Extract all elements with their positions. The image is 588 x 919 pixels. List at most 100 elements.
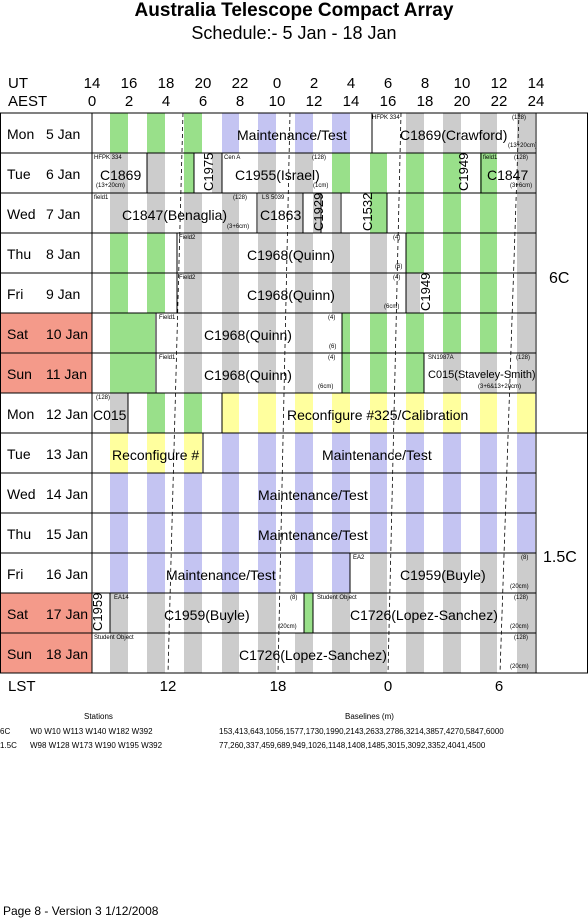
baselines-header: Baselines (m) xyxy=(345,712,394,721)
grey-time-stripe xyxy=(295,633,313,673)
grey-time-stripe xyxy=(517,593,535,633)
grey-time-stripe xyxy=(184,273,202,313)
grey-time-stripe xyxy=(258,353,276,393)
grey-time-stripe xyxy=(258,153,276,193)
blue-time-stripe xyxy=(406,473,424,513)
green-time-stripe xyxy=(480,273,497,313)
grey-time-stripe xyxy=(370,233,387,273)
blue-time-stripe xyxy=(110,553,128,593)
green-time-stripe xyxy=(480,153,497,193)
green-time-stripe xyxy=(370,153,387,193)
block-tag: Field1 xyxy=(159,315,176,321)
grey-time-stripe xyxy=(147,633,165,673)
green-time-stripe xyxy=(110,313,128,353)
day-name: Mon xyxy=(7,126,35,142)
day-name: Mon xyxy=(7,406,35,422)
block-project: C1726(Lopez-Sanchez) xyxy=(239,647,387,663)
block-num: (128) xyxy=(514,155,529,161)
block-reconfigure: Reconfigure #325/Calibration xyxy=(287,407,469,423)
grey-time-stripe xyxy=(517,153,535,193)
ut-tick-label: 14 xyxy=(83,75,101,92)
green-time-stripe xyxy=(443,233,461,273)
blue-time-stripe xyxy=(443,433,461,473)
stations-header: Stations xyxy=(84,712,113,721)
block-num: (128) xyxy=(514,635,529,641)
block-project: C1847(Benaglia) xyxy=(122,207,228,223)
block-tag: EA2 xyxy=(353,555,365,561)
grey-time-stripe xyxy=(406,113,424,153)
block-project: C1949 xyxy=(418,272,433,311)
green-time-stripe xyxy=(480,193,497,233)
grey-time-stripe xyxy=(184,353,202,393)
block-maintenance: Maintenance/Test xyxy=(258,487,368,503)
aest-tick-label: 4 xyxy=(161,93,171,110)
grey-time-stripe xyxy=(295,233,313,273)
block-band: (3+6&13+20cm) xyxy=(478,384,522,390)
blue-time-stripe xyxy=(258,113,276,153)
aest-tick-label: 14 xyxy=(342,93,360,110)
block-tag: HFPK 334 xyxy=(372,115,400,121)
grey-time-stripe xyxy=(480,633,497,673)
station-row-config: 6C xyxy=(0,727,11,736)
day-name: Tue xyxy=(7,166,31,182)
day-date: 14 Jan xyxy=(46,486,89,502)
green-time-stripe xyxy=(480,233,497,273)
weekend-day-cell xyxy=(1,313,92,353)
day-name: Fri xyxy=(7,286,24,302)
block-project: C1968(Quinn) xyxy=(247,287,335,303)
blue-time-stripe xyxy=(295,513,313,553)
green-time-stripe xyxy=(406,353,424,393)
grey-time-stripe xyxy=(480,553,497,593)
aest-tick-label: 10 xyxy=(268,93,286,110)
blue-time-stripe xyxy=(406,433,424,473)
grey-time-stripe xyxy=(406,553,424,593)
green-time-stripe xyxy=(147,393,165,433)
yellow-time-stripe xyxy=(480,393,497,433)
yellow-time-stripe xyxy=(443,393,461,433)
day-date: 12 Jan xyxy=(46,406,89,422)
day-name: Sun xyxy=(7,366,32,382)
green-time-stripe xyxy=(443,153,461,193)
grey-time-stripe xyxy=(295,193,303,233)
block-num: (128) xyxy=(516,355,531,361)
ut-axis-label: UT xyxy=(8,75,28,92)
grey-time-stripe xyxy=(184,233,202,273)
schedule-grid xyxy=(0,112,588,674)
aest-tick-label: 12 xyxy=(305,93,323,110)
block-project: C1968(Quinn) xyxy=(247,247,335,263)
blue-time-stripe xyxy=(147,553,165,593)
grey-time-stripe xyxy=(480,593,497,633)
blue-time-stripe xyxy=(258,433,276,473)
blue-time-stripe xyxy=(258,553,276,593)
blue-time-stripe xyxy=(222,473,239,513)
grey-time-stripe xyxy=(110,393,128,433)
grey-time-stripe xyxy=(258,313,276,353)
block-tag: Student Object xyxy=(94,635,134,641)
day-date: 10 Jan xyxy=(46,326,89,342)
grey-time-stripe xyxy=(110,153,128,193)
blue-time-stripe xyxy=(443,473,461,513)
ut-tick-label: 4 xyxy=(346,75,356,92)
grey-time-stripe xyxy=(184,313,202,353)
day-name: Wed xyxy=(7,206,36,222)
block-num: (4) xyxy=(393,235,401,241)
blue-time-stripe xyxy=(295,113,313,153)
block-band: (13+20cm) xyxy=(508,143,537,149)
grey-time-stripe xyxy=(295,273,313,313)
lst-tick-label: 6 xyxy=(494,678,504,695)
weekend-day-cell xyxy=(1,633,92,673)
green-time-stripe xyxy=(110,233,128,273)
day-date: 9 Jan xyxy=(46,286,81,302)
block-project: C1869 xyxy=(100,167,142,183)
ut-tick-label: 8 xyxy=(420,75,430,92)
block-project: C1869(Crawford) xyxy=(400,127,508,143)
green-time-stripe xyxy=(443,193,461,233)
blue-time-stripe xyxy=(517,473,535,513)
yellow-time-stripe xyxy=(147,433,165,473)
grey-time-stripe xyxy=(406,273,420,313)
grey-time-stripe xyxy=(295,313,313,353)
green-time-stripe xyxy=(147,273,165,313)
grey-time-stripe xyxy=(147,593,165,633)
green-time-stripe xyxy=(147,233,165,273)
day-name: Tue xyxy=(7,446,31,462)
